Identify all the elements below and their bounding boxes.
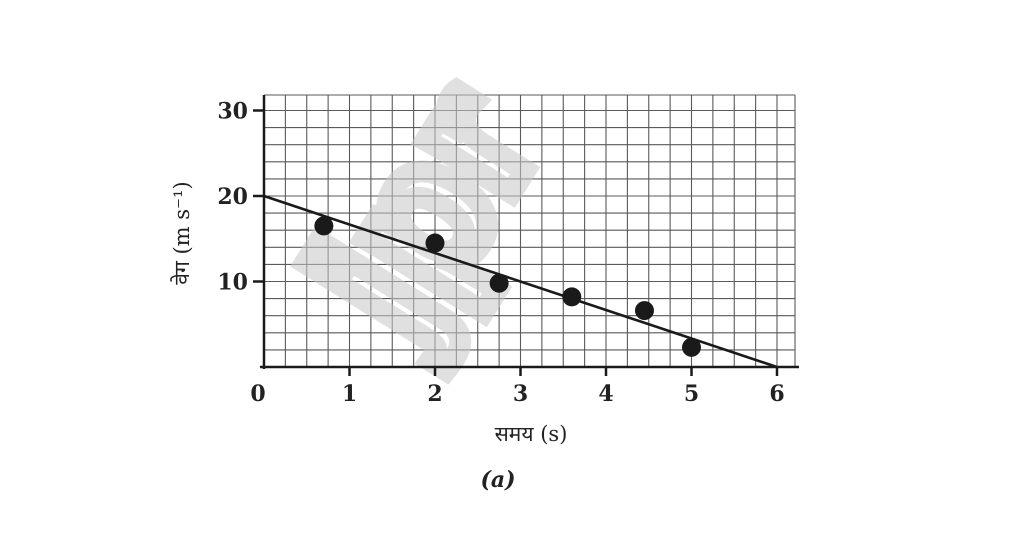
x-tick-label: 5 — [684, 381, 699, 407]
data-point — [682, 337, 701, 357]
data-point — [634, 301, 654, 321]
chart-grid — [263, 94, 796, 368]
x-tick-labels: 0 1 2 3 4 5 6 — [250, 381, 784, 407]
x-tick-label: 6 — [769, 381, 784, 407]
x-tick-label: 4 — [598, 381, 613, 407]
y-tick-label: 30 — [217, 99, 248, 125]
data-points — [314, 216, 701, 357]
data-point — [489, 273, 509, 293]
x-tick-label: 3 — [513, 381, 528, 407]
data-point — [425, 233, 445, 253]
y-tick-label: 20 — [217, 184, 248, 210]
x-tick-label: 0 — [250, 381, 265, 407]
y-tick-labels: 10 20 30 — [217, 99, 248, 296]
data-point — [562, 287, 582, 307]
x-axis-label: समय (s) — [495, 422, 568, 446]
chart-caption: (a) — [480, 467, 515, 493]
x-tick-label: 1 — [342, 381, 357, 407]
y-axis-label: वेग (m s⁻¹) — [170, 181, 194, 284]
chart-axes — [253, 95, 799, 376]
x-tick-label: 2 — [427, 381, 442, 407]
watermark: jpr — [268, 51, 578, 372]
y-tick-label: 10 — [217, 270, 248, 296]
data-point — [314, 216, 334, 236]
